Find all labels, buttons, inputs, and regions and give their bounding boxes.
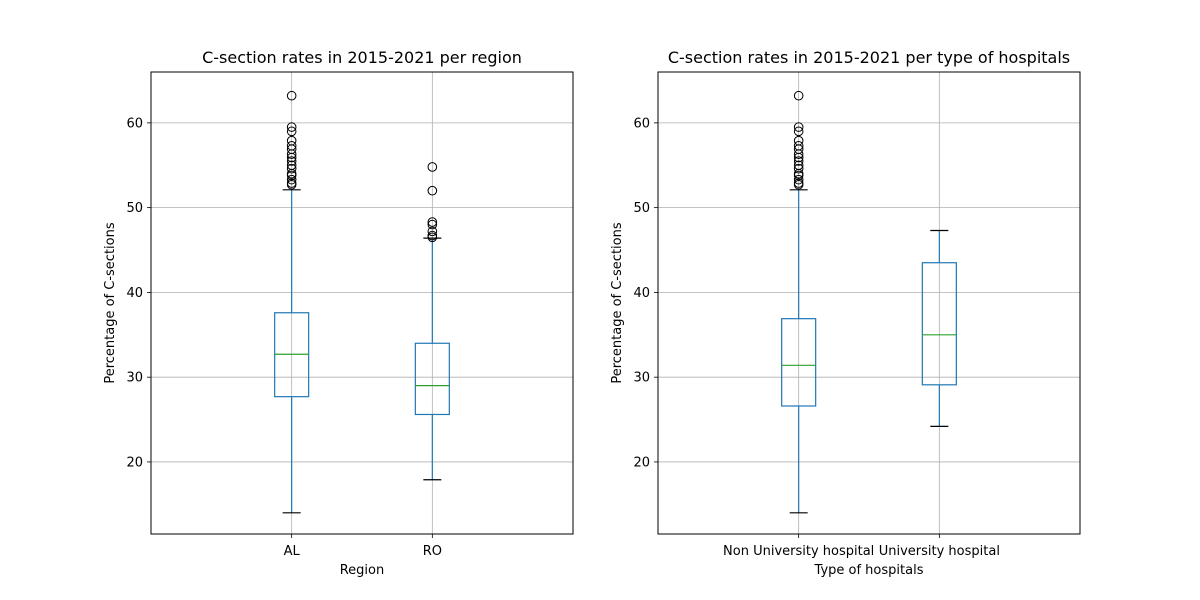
iqr-box: [781, 318, 817, 407]
outlier-point: [793, 170, 804, 181]
outlier-point: [427, 232, 438, 243]
x-tick-label: Non University hospital: [723, 544, 874, 559]
outlier-point: [427, 185, 438, 196]
outlier-point: [286, 174, 297, 185]
outlier-point: [286, 170, 297, 181]
outlier-point: [793, 174, 804, 185]
outlier-point: [793, 179, 804, 190]
box-university-hospital: [921, 229, 957, 427]
iqr-box: [921, 262, 957, 386]
outlier-point: [793, 149, 804, 160]
iqr-box: [414, 342, 450, 416]
outlier-point: [286, 90, 297, 101]
x-tick-label: RO: [423, 544, 442, 559]
outlier-point: [427, 217, 438, 227]
y-tick-label: 30: [633, 371, 650, 386]
outlier-point: [286, 179, 297, 190]
outlier-point: [793, 152, 804, 163]
outlier-point: [286, 149, 297, 160]
outlier-point: [793, 163, 804, 174]
chart-title: C-section rates in 2015-2021 per region: [202, 48, 522, 67]
box-ro: [414, 162, 450, 481]
y-tick-label: 60: [633, 116, 650, 131]
outlier-point: [793, 126, 804, 137]
x-tick-label: University hospital: [879, 544, 1000, 559]
y-tick-label: 30: [126, 371, 143, 386]
y-tick-label: 50: [126, 201, 143, 216]
y-axis-label: Percentage of C-sections: [610, 222, 625, 384]
region-boxplot-panel: 20 30 40 50 60 AL RO C-section rates in 2015-20…: [103, 48, 574, 578]
outlier-point: [427, 226, 438, 237]
x-tick-label: AL: [284, 544, 301, 559]
y-tick-label: 40: [633, 286, 650, 301]
hospital-type-boxplot-panel: 20 30 40 50 60 Non University hospital Univers…: [610, 48, 1081, 578]
y-tick-label: 50: [633, 201, 650, 216]
y-tick-label: 60: [126, 116, 143, 131]
box-al: [274, 90, 310, 514]
axes-frame: [657, 71, 1081, 535]
y-tick-label: 20: [633, 455, 650, 470]
outlier-point: [286, 156, 297, 166]
axes-frame: [150, 71, 574, 535]
outlier-point: [793, 122, 804, 132]
outlier-point: [427, 219, 438, 230]
outlier-point: [286, 152, 297, 163]
outlier-point: [286, 126, 297, 137]
y-axis-label: Percentage of C-sections: [103, 222, 118, 384]
outlier-point: [427, 162, 438, 172]
y-tick-label: 20: [126, 455, 143, 470]
y-tick-label: 40: [126, 286, 143, 301]
x-axis-label: Type of hospitals: [814, 563, 924, 578]
box-non-university-hospital: [781, 90, 817, 514]
outlier-point: [286, 122, 297, 132]
outlier-point: [286, 163, 297, 174]
outlier-point: [793, 90, 804, 101]
chart-title: C-section rates in 2015-2021 per type of…: [668, 48, 1070, 67]
x-axis-label: Region: [340, 563, 385, 578]
outlier-point: [793, 156, 804, 166]
